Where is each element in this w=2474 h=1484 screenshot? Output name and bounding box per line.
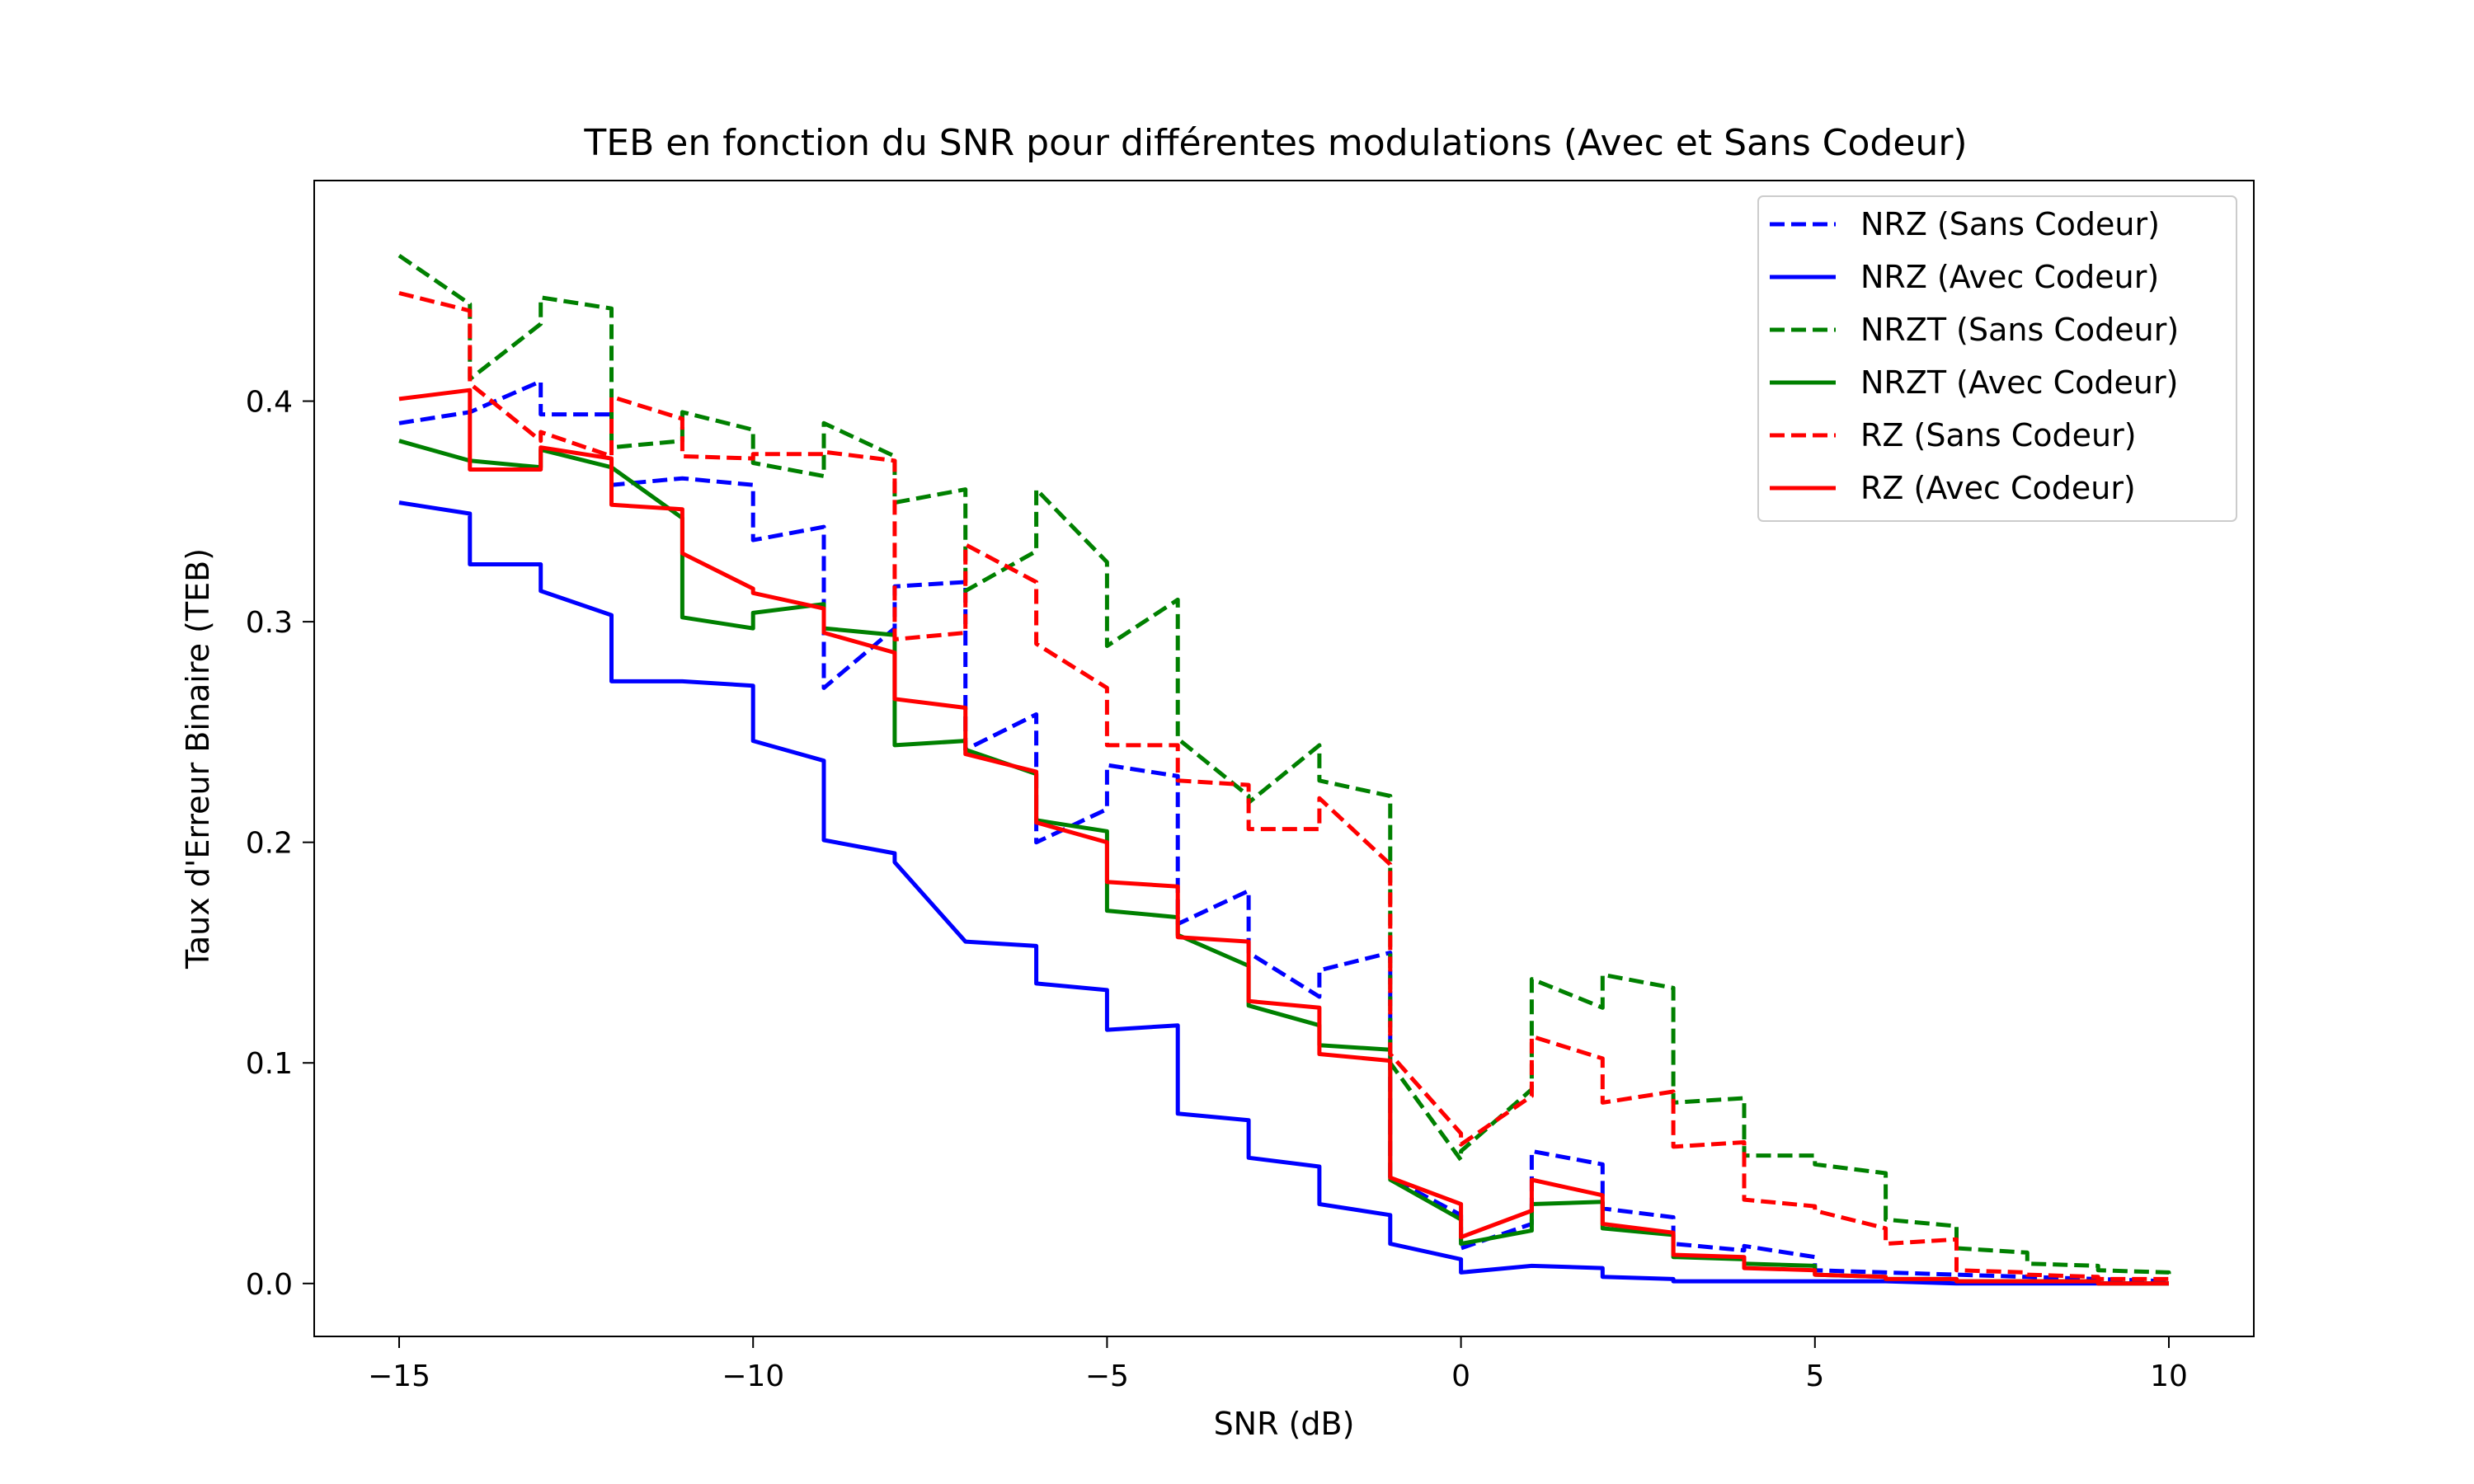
legend-label-nrzt-avec-codeur: NRZT (Avec Codeur) xyxy=(1860,364,2178,401)
legend-frame xyxy=(1757,195,2237,522)
legend: NRZ (Sans Codeur) NRZ (Avec Codeur) NRZT (… xyxy=(1757,195,2237,522)
y-axis: 0.0 0.1 0.2 0.3 0.4 xyxy=(246,386,314,1302)
legend-label-nrz-avec-codeur: NRZ (Avec Codeur) xyxy=(1860,259,2159,295)
x-tick-label: 0 xyxy=(1451,1360,1470,1393)
y-tick-label: 0.1 xyxy=(246,1047,293,1081)
y-axis-label: Taux d'Erreur Binaire (TEB) xyxy=(180,548,216,970)
x-tick-label: 10 xyxy=(2150,1360,2188,1393)
x-axis-label: SNR (dB) xyxy=(1214,1406,1355,1442)
chart-title: TEB en fonction du SNR pour différentes … xyxy=(583,122,1967,164)
legend-label-nrzt-sans-codeur: NRZT (Sans Codeur) xyxy=(1860,312,2179,348)
legend-label-rz-avec-codeur: RZ (Avec Codeur) xyxy=(1860,470,2136,506)
y-tick-label: 0.0 xyxy=(246,1268,293,1302)
y-tick-label: 0.2 xyxy=(246,827,293,861)
legend-label-rz-sans-codeur: RZ (Sans Codeur) xyxy=(1860,417,2137,453)
x-tick-label: −15 xyxy=(368,1360,430,1393)
legend-label-nrz-sans-codeur: NRZ (Sans Codeur) xyxy=(1860,206,2160,242)
x-tick-label: 5 xyxy=(1805,1360,1824,1393)
plot-area xyxy=(397,253,2171,1286)
x-tick-label: −10 xyxy=(722,1360,784,1393)
axes-frame xyxy=(313,180,2255,1337)
y-tick-label: 0.3 xyxy=(246,606,293,640)
series-line-nrz-sans-codeur xyxy=(398,379,2170,1284)
x-axis: −15 −10 −5 0 5 10 xyxy=(368,1336,2188,1393)
series-line-nrzt-sans-codeur xyxy=(397,253,2171,1275)
x-tick-label: −5 xyxy=(1085,1360,1129,1393)
series-line-rz-sans-codeur xyxy=(398,291,2171,1282)
y-tick-label: 0.4 xyxy=(246,386,293,420)
